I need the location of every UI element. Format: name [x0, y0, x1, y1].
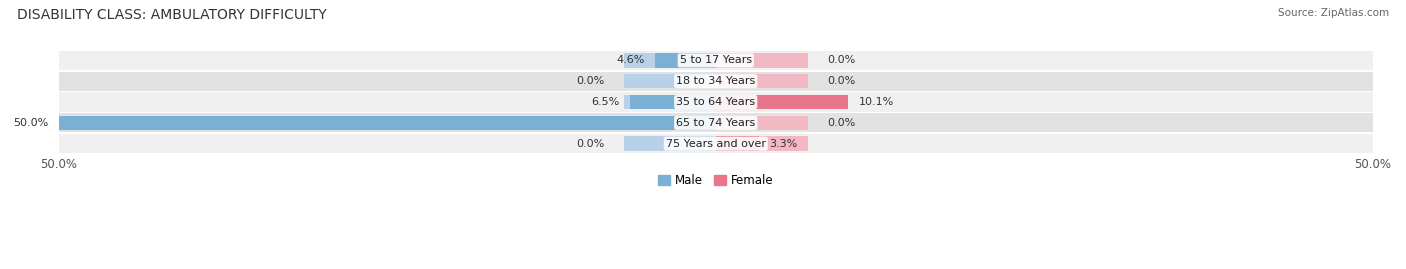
- Bar: [716, 74, 807, 89]
- Bar: [59, 116, 716, 130]
- Bar: [716, 95, 807, 109]
- Text: 3.3%: 3.3%: [769, 139, 797, 149]
- Text: 0.0%: 0.0%: [827, 76, 856, 86]
- Text: 5 to 17 Years: 5 to 17 Years: [679, 55, 752, 65]
- Bar: [716, 53, 807, 68]
- Text: 18 to 34 Years: 18 to 34 Years: [676, 76, 755, 86]
- Text: 4.6%: 4.6%: [616, 55, 645, 65]
- Text: 0.0%: 0.0%: [827, 118, 856, 128]
- Text: 10.1%: 10.1%: [859, 97, 894, 107]
- Text: Source: ZipAtlas.com: Source: ZipAtlas.com: [1278, 8, 1389, 18]
- Bar: [59, 93, 1372, 112]
- Bar: [59, 51, 1372, 70]
- Bar: [716, 136, 759, 151]
- Text: 6.5%: 6.5%: [592, 97, 620, 107]
- Text: 0.0%: 0.0%: [576, 139, 605, 149]
- Text: 0.0%: 0.0%: [827, 55, 856, 65]
- Text: 0.0%: 0.0%: [576, 76, 605, 86]
- Bar: [624, 74, 716, 89]
- Text: 75 Years and over: 75 Years and over: [665, 139, 766, 149]
- Text: 65 to 74 Years: 65 to 74 Years: [676, 118, 755, 128]
- Bar: [59, 72, 1372, 91]
- Legend: Male, Female: Male, Female: [654, 169, 778, 192]
- Text: 35 to 64 Years: 35 to 64 Years: [676, 97, 755, 107]
- Bar: [624, 116, 716, 130]
- Bar: [716, 95, 848, 109]
- Bar: [59, 134, 1372, 153]
- Bar: [655, 53, 716, 68]
- Text: DISABILITY CLASS: AMBULATORY DIFFICULTY: DISABILITY CLASS: AMBULATORY DIFFICULTY: [17, 8, 326, 22]
- Bar: [624, 95, 716, 109]
- Bar: [624, 136, 716, 151]
- Bar: [59, 113, 1372, 132]
- Bar: [716, 136, 807, 151]
- Bar: [630, 95, 716, 109]
- Bar: [716, 116, 807, 130]
- Text: 50.0%: 50.0%: [13, 118, 48, 128]
- Bar: [624, 53, 716, 68]
